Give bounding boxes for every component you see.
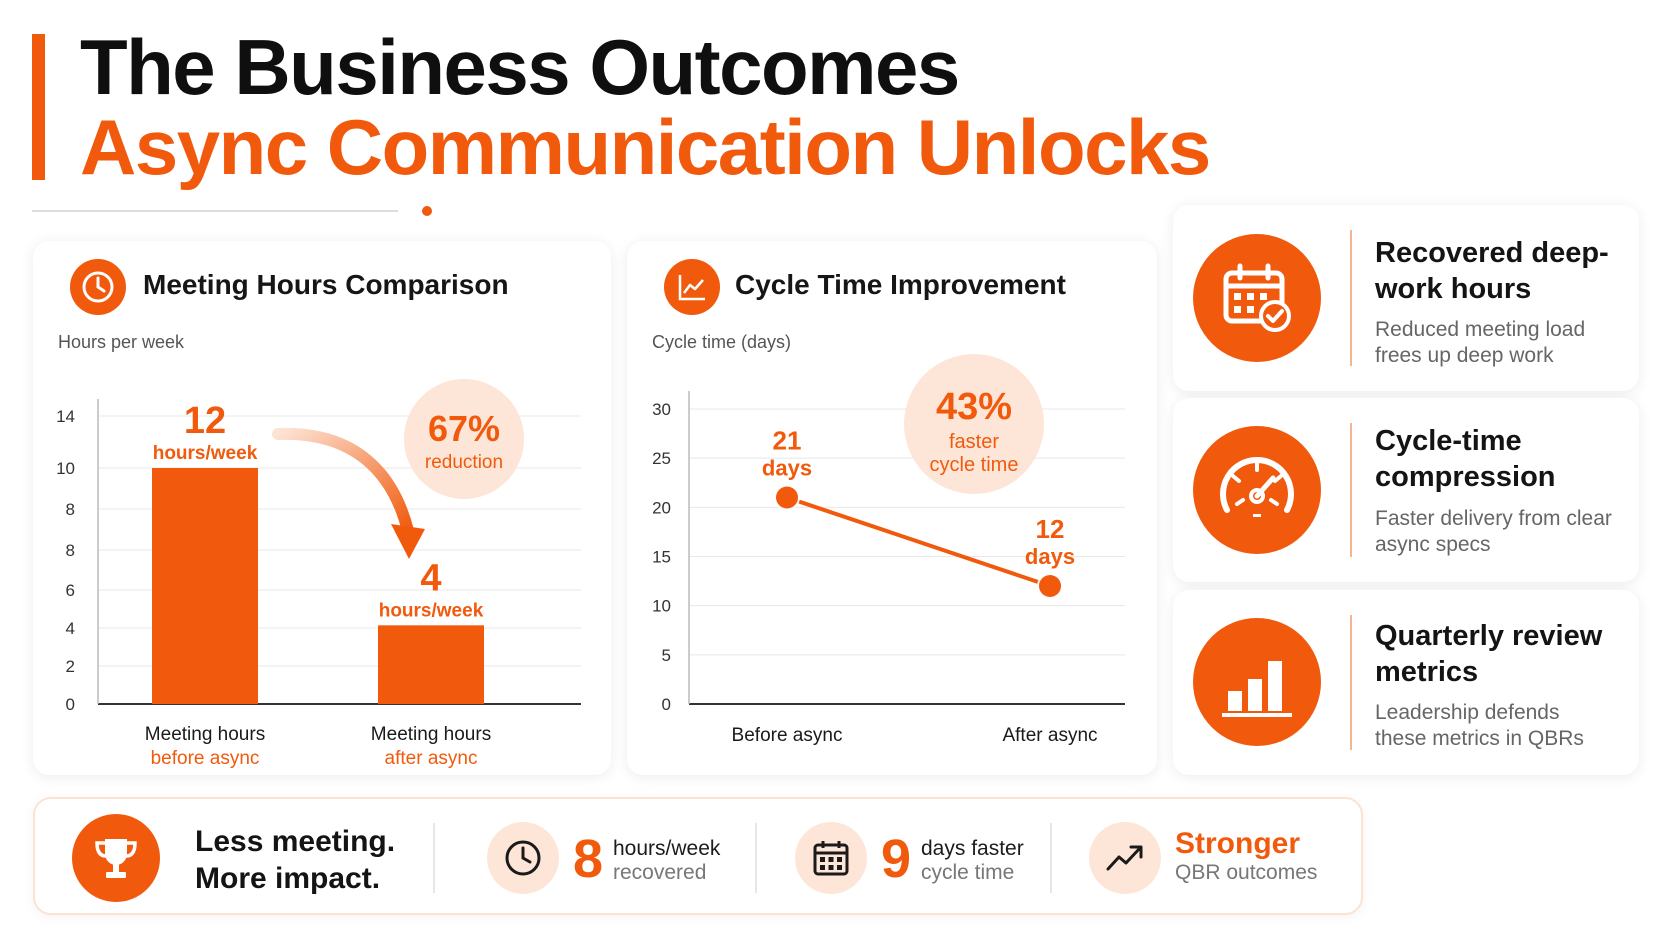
page-subtitle: Async Communication Unlocks (80, 103, 1211, 191)
reduction-callout-bg (404, 379, 524, 499)
stat-main: hours/week (613, 837, 721, 860)
bar (152, 468, 258, 704)
summary-tagline: Less meeting. More impact. (195, 823, 395, 897)
point-value-unit: days (762, 456, 812, 481)
bar (378, 625, 484, 704)
x-tick-sublabel: after async (385, 748, 478, 769)
line-chart-icon (664, 259, 720, 315)
title-divider (32, 210, 398, 212)
side-card-title: Cycle-time compression (1375, 425, 1556, 493)
x-tick-label: Meeting hours (145, 724, 265, 745)
point-value-label: 21 (773, 426, 802, 456)
clock-icon (70, 259, 126, 315)
x-tick-label: Meeting hours (371, 724, 491, 745)
strip-divider (433, 823, 435, 893)
x-tick-sublabel: before async (151, 748, 260, 769)
bar-value-unit: hours/week (153, 443, 258, 464)
side-card-divider (1350, 230, 1352, 366)
y-tick-label: 14 (56, 407, 75, 426)
stat-text-qbr: Stronger QBR outcomes (1175, 827, 1317, 885)
reduction-callout-label: reduction (425, 452, 503, 473)
side-card-title: Quarterly review metrics (1375, 620, 1603, 688)
stat-main: days faster (921, 837, 1024, 860)
faster-callout-label-2: cycle time (930, 454, 1019, 476)
title-dot (422, 206, 432, 216)
stat-sub: QBR outcomes (1175, 861, 1318, 884)
meeting-card-title: Meeting Hours Comparison (143, 269, 509, 300)
x-tick-label: Before async (732, 725, 843, 746)
meeting-y-unit: Hours per week (58, 332, 185, 352)
strip-divider (1050, 823, 1052, 893)
y-tick-label: 6 (66, 581, 75, 600)
stat-text-hours: hours/week recovered (613, 837, 720, 885)
y-tick-label: 25 (652, 449, 671, 468)
y-tick-label: 5 (662, 646, 671, 665)
y-tick-label: 30 (652, 400, 671, 419)
y-tick-label: 4 (66, 619, 75, 638)
stat-text-days: days faster cycle time (921, 837, 1024, 885)
y-tick-label: 0 (66, 695, 75, 714)
side-card-divider (1350, 615, 1352, 750)
faster-callout-label-1: faster (949, 431, 999, 453)
data-point (776, 486, 798, 509)
trophy-icon (72, 814, 160, 902)
bar-value-label: 12 (184, 400, 226, 442)
cycle-time-card: Cycle Time Improvement Cycle time (days)… (627, 241, 1157, 775)
summary-line-2: More impact. (195, 862, 381, 895)
side-card-title: Recovered deep-work hours (1375, 237, 1609, 305)
faster-callout-value: 43% (936, 386, 1012, 428)
point-value-unit: days (1025, 544, 1075, 569)
side-card-divider (1350, 423, 1352, 557)
stat-number-days: 9 (881, 829, 912, 889)
side-card-desc: Faster delivery from clear async specs (1375, 507, 1612, 556)
y-tick-label: 0 (662, 695, 671, 714)
cycle-card-title: Cycle Time Improvement (735, 269, 1066, 300)
summary-strip: Less meeting. More impact. 8 hours/week … (33, 797, 1363, 915)
side-card-deep-work: Recovered deep-work hours Reduced meetin… (1173, 205, 1639, 391)
reduction-callout-value: 67% (428, 408, 500, 449)
side-card-desc: Leadership defends these metrics in QBRs (1375, 701, 1584, 750)
trend-up-icon (1089, 822, 1161, 894)
clock-icon (487, 822, 559, 894)
y-tick-label: 15 (652, 548, 671, 567)
y-tick-label: 8 (66, 500, 75, 519)
summary-line-1: Less meeting. (195, 825, 396, 858)
bar-chart-icon (1193, 618, 1321, 746)
calendar-check-icon (1193, 234, 1321, 362)
speedometer-icon (1193, 426, 1321, 554)
y-tick-label: 8 (66, 541, 75, 560)
y-tick-label: 20 (652, 498, 671, 517)
strip-divider (755, 823, 757, 893)
page-title: The Business Outcomes (80, 23, 960, 111)
stat-sub: recovered (613, 861, 707, 884)
data-point (1039, 575, 1061, 597)
side-card-quarterly: Quarterly review metrics Leadership defe… (1173, 590, 1639, 775)
faster-callout-bg (904, 354, 1044, 494)
stat-number-hours: 8 (573, 829, 604, 889)
side-card-desc: Reduced meeting load frees up deep work (1375, 318, 1586, 367)
bar-value-unit: hours/week (379, 600, 484, 621)
x-tick-label: After async (1002, 725, 1097, 746)
cycle-y-unit: Cycle time (days) (652, 332, 792, 352)
y-tick-label: 10 (56, 459, 75, 478)
side-card-cycle-time: Cycle-time compression Faster delivery f… (1173, 398, 1639, 582)
y-tick-label: 2 (66, 657, 75, 676)
title-accent-bar (32, 34, 45, 180)
point-value-label: 12 (1036, 514, 1065, 544)
stat-highlight: Stronger (1175, 827, 1301, 860)
y-tick-label: 10 (652, 597, 671, 616)
stat-sub: cycle time (921, 861, 1015, 884)
bar-value-label: 4 (420, 557, 441, 599)
calendar-icon (795, 822, 867, 894)
meeting-hours-card: Meeting Hours Comparison Hours per week … (33, 241, 611, 775)
series-line (786, 495, 1051, 588)
reduction-arrow (272, 427, 414, 537)
reduction-arrow-head (391, 524, 425, 559)
